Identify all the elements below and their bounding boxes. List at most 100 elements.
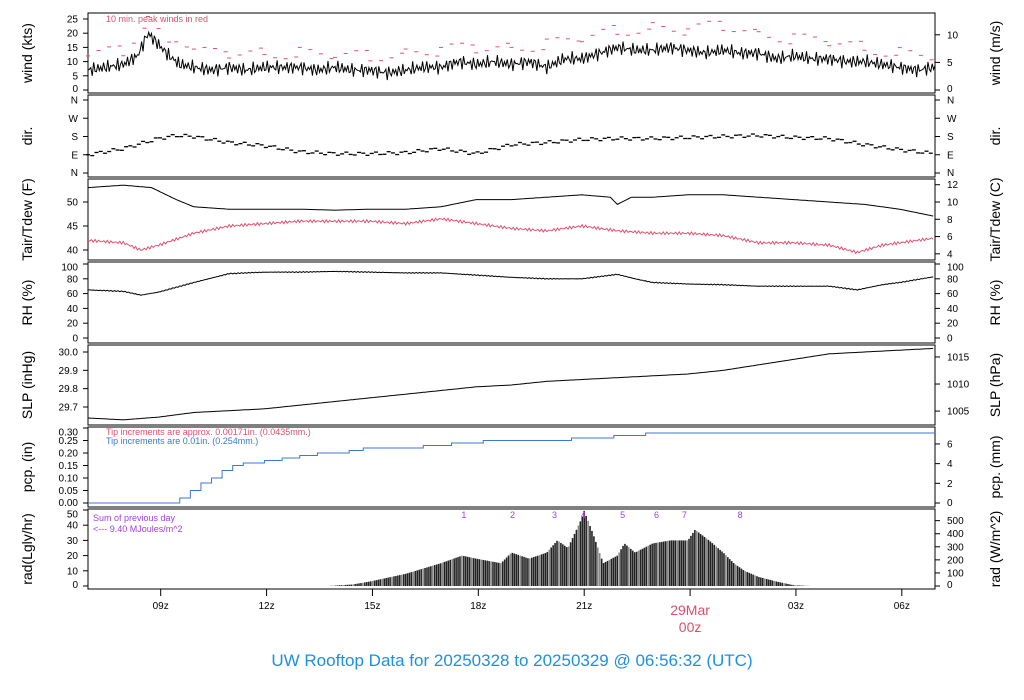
right-tick-label: 2 (947, 479, 953, 490)
panel-slp: SLP (inHg) SLP (hPa) 29.7 29.8 29.9 30.0 1005 1… (19, 344, 1003, 426)
right-tick-label: N (947, 96, 954, 107)
right-tick-label: 400 (947, 529, 964, 540)
left-tick-label: 50 (67, 510, 79, 521)
panel-temp: Tair/Tdew (F) Tair/Tdew (C) 40 45 50 4 6 8 10 12 (19, 177, 1003, 261)
panel-frame (87, 12, 936, 94)
left-tick-label: 29.7 (59, 403, 79, 414)
sun-marker: 4 (581, 510, 586, 520)
left-tick-label: W (69, 114, 79, 125)
left-tick-label: 50 (67, 198, 79, 209)
right-tick-label: 1005 (947, 407, 970, 418)
left-tick-label: N (71, 96, 78, 107)
right-tick-label: S (947, 132, 954, 143)
right-tick-label: 40 (947, 304, 959, 315)
left-tick-label: S (71, 132, 78, 143)
x-tick-label: 03z (788, 601, 804, 612)
right-axis-label: SLP (hPa) (987, 353, 1003, 417)
right-tick-label: 20 (947, 319, 959, 330)
wind-line (87, 30, 936, 81)
x-tick-label: 09z (153, 601, 169, 612)
sun-marker: 7 (682, 510, 687, 520)
left-tick-label: 60 (67, 289, 79, 300)
sun-marker: 3 (552, 510, 557, 520)
right-tick-label: 6 (947, 439, 953, 450)
left-axis-label: rad(Lgly/hr) (19, 513, 35, 585)
left-tick-label: 100 (61, 263, 78, 274)
right-tick-label: 100 (947, 263, 964, 274)
x-tick-label: 21z (576, 601, 592, 612)
left-tick-label: 30 (67, 536, 79, 547)
left-tick-label: 0 (72, 580, 78, 591)
left-tick-label: 20 (67, 319, 79, 330)
left-axis-label: pcp. (in) (19, 442, 35, 493)
left-tick-label: 10 (67, 57, 79, 68)
x-tick-label: 18z (470, 601, 486, 612)
left-tick-label: 29.8 (59, 384, 79, 395)
tip-annotation-approx: Tip increments are approx. 0.00171in. (0… (106, 427, 311, 437)
left-tick-label: 0 (72, 84, 78, 95)
sun-marker: 1 (461, 510, 466, 520)
right-tick-label: E (947, 150, 954, 161)
right-tick-label: 1015 (947, 352, 970, 363)
right-tick-label: 0 (947, 84, 953, 95)
right-axis-label: dir. (987, 127, 1003, 146)
panel-frame (87, 261, 936, 344)
panel-frame (87, 178, 936, 261)
left-tick-label: 0.30 (59, 428, 79, 439)
left-axis-label: RH (%) (19, 280, 35, 326)
sun-marker: 5 (620, 510, 625, 520)
right-tick-label: 0 (947, 498, 953, 509)
right-tick-label: 200 (947, 555, 964, 566)
left-tick-label: 20 (67, 29, 79, 40)
tdew-line (87, 217, 934, 255)
pcp-line (88, 432, 935, 504)
right-tick-label: 12 (947, 180, 959, 191)
panel-rad: rad(Lgly/hr) rad (W/m^2) 0 10 20 30 40 500 100 20… (19, 508, 1003, 591)
right-tick-label: 10 (947, 30, 959, 41)
right-tick-label: 500 (947, 516, 964, 527)
right-axis-label: rad (W/m^2) (987, 511, 1003, 588)
panel-frame (87, 426, 936, 508)
left-tick-label: 25 (67, 15, 79, 26)
panel-frame (87, 94, 936, 178)
left-tick-label: 0.00 (59, 498, 79, 509)
x-tick-label: 15z (364, 601, 380, 612)
right-tick-label: 0 (947, 334, 953, 345)
right-axis-label: pcp. (mm) (987, 436, 1003, 499)
right-tick-label: 80 (947, 274, 959, 285)
right-tick-label: 4 (947, 459, 953, 470)
left-axis-label: Tair/Tdew (F) (19, 178, 35, 260)
panel-frame (87, 344, 936, 426)
right-tick-label: 100 (947, 568, 964, 579)
x-tick-label: 12z (259, 601, 275, 612)
sun-marker: 8 (738, 510, 743, 520)
left-tick-label: 20 (67, 551, 79, 562)
left-axis-label: SLP (inHg) (19, 351, 35, 419)
right-axis-label: wind (m/s) (987, 21, 1003, 87)
rh-line (88, 270, 934, 296)
right-tick-label: 6 (947, 232, 953, 243)
right-tick-label: N (947, 168, 954, 179)
left-tick-label: 0.15 (59, 461, 79, 472)
left-tick-label: 0.25 (59, 436, 79, 447)
right-tick-label: 10 (947, 198, 959, 209)
left-tick-label: 40 (67, 521, 79, 532)
slp-line (87, 347, 934, 421)
right-tick-label: 1010 (947, 380, 970, 391)
left-tick-label: 29.9 (59, 366, 79, 377)
left-tick-label: 45 (67, 222, 79, 233)
right-tick-label: 8 (947, 215, 953, 226)
right-axis-label: RH (%) (987, 280, 1003, 326)
left-tick-label: 40 (67, 304, 79, 315)
tip-annotation: Tip increments are 0.01in. (0.254mm.) (106, 436, 258, 446)
right-tick-label: W (947, 114, 957, 125)
prev-day-sum-label: Sum of previous day (93, 513, 176, 523)
panel-pcp: pcp. (in) pcp. (mm) 0.000.050.10 0.150.20 0.… (19, 426, 1003, 509)
right-axis-label: Tair/Tdew (C) (987, 177, 1003, 261)
left-tick-label: 0.10 (59, 474, 79, 485)
left-tick-label: 10 (67, 566, 79, 577)
sun-marker: 2 (510, 510, 515, 520)
panel-wind: wind (kts) wind (m/s) 0 5 10 15 20 25 0 5 10 10 min… (19, 12, 1003, 95)
